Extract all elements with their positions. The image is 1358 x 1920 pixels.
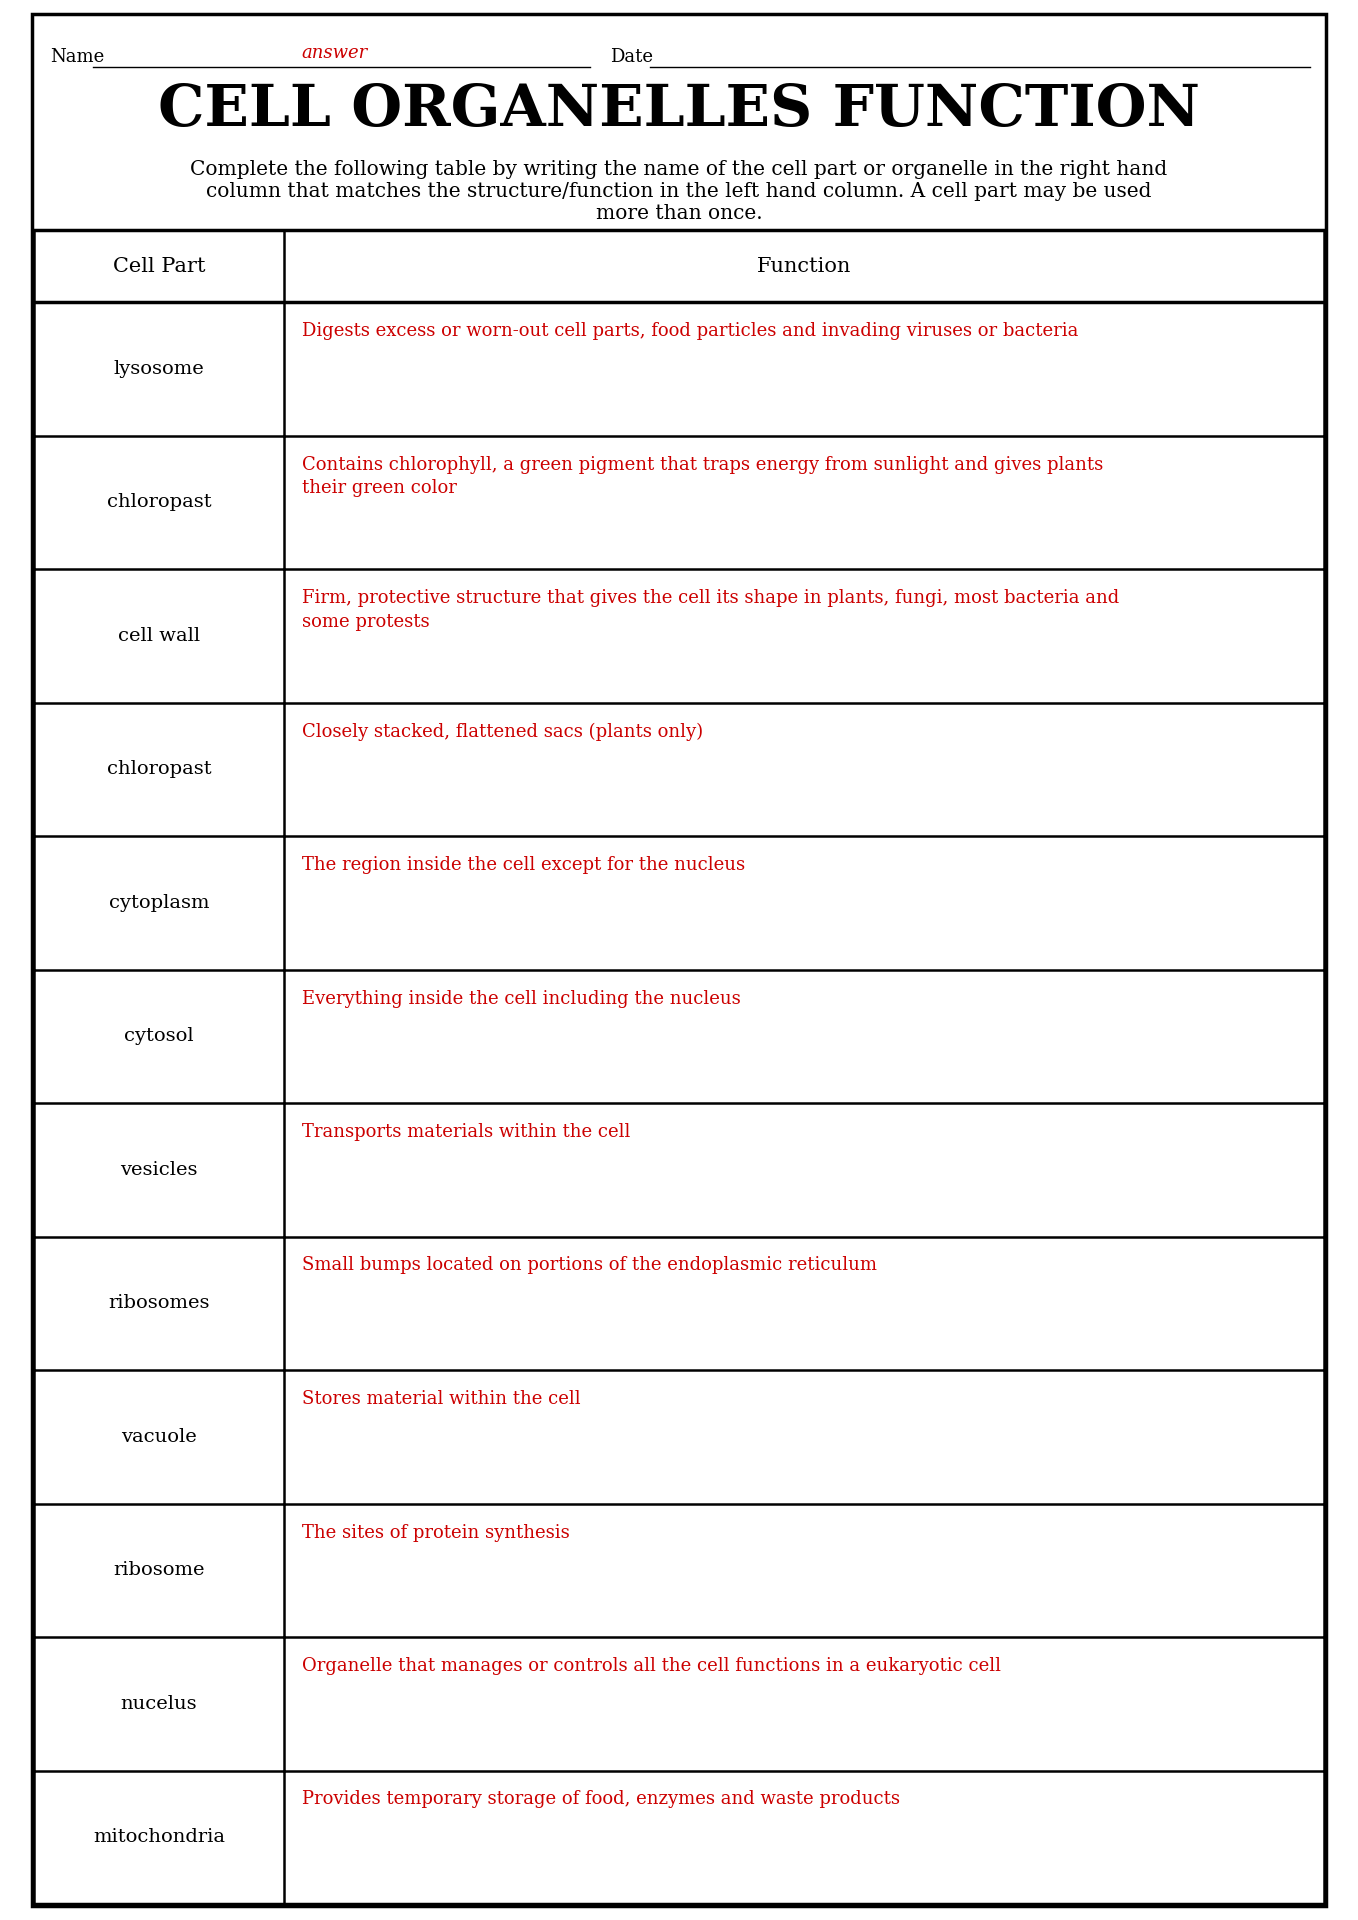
Text: Provides temporary storage of food, enzymes and waste products: Provides temporary storage of food, enzy… bbox=[301, 1791, 900, 1809]
Text: Complete the following table by writing the name of the cell part or organelle i: Complete the following table by writing … bbox=[190, 159, 1168, 179]
Text: nucelus: nucelus bbox=[121, 1695, 197, 1713]
Text: answer: answer bbox=[301, 44, 368, 61]
Text: vesicles: vesicles bbox=[121, 1162, 198, 1179]
Text: chloropast: chloropast bbox=[107, 760, 212, 778]
Text: Closely stacked, flattened sacs (plants only): Closely stacked, flattened sacs (plants … bbox=[301, 722, 703, 741]
Text: Organelle that manages or controls all the cell functions in a eukaryotic cell: Organelle that manages or controls all t… bbox=[301, 1657, 1001, 1674]
Text: mitochondria: mitochondria bbox=[92, 1828, 225, 1847]
Text: Name: Name bbox=[50, 48, 105, 65]
Text: column that matches the structure/function in the left hand column. A cell part : column that matches the structure/functi… bbox=[206, 182, 1152, 202]
Text: vacuole: vacuole bbox=[121, 1428, 197, 1446]
Text: ribosome: ribosome bbox=[113, 1561, 205, 1580]
Text: The region inside the cell except for the nucleus: The region inside the cell except for th… bbox=[301, 856, 746, 874]
Text: Stores material within the cell: Stores material within the cell bbox=[301, 1390, 581, 1407]
Text: Date: Date bbox=[610, 48, 653, 65]
Text: Small bumps located on portions of the endoplasmic reticulum: Small bumps located on portions of the e… bbox=[301, 1256, 877, 1275]
Text: Transports materials within the cell: Transports materials within the cell bbox=[301, 1123, 630, 1140]
Text: cytoplasm: cytoplasm bbox=[109, 893, 209, 912]
Text: Everything inside the cell including the nucleus: Everything inside the cell including the… bbox=[301, 989, 740, 1008]
Text: Cell Part: Cell Part bbox=[113, 257, 205, 275]
Text: Digests excess or worn-out cell parts, food particles and invading viruses or ba: Digests excess or worn-out cell parts, f… bbox=[301, 323, 1078, 340]
Text: lysosome: lysosome bbox=[114, 359, 204, 378]
Text: cytosol: cytosol bbox=[124, 1027, 194, 1044]
Text: cell wall: cell wall bbox=[118, 626, 200, 645]
Text: CELL ORGANELLES FUNCTION: CELL ORGANELLES FUNCTION bbox=[158, 83, 1200, 138]
Text: The sites of protein synthesis: The sites of protein synthesis bbox=[301, 1523, 570, 1542]
Text: chloropast: chloropast bbox=[107, 493, 212, 511]
Text: Firm, protective structure that gives the cell its shape in plants, fungi, most : Firm, protective structure that gives th… bbox=[301, 589, 1119, 630]
Text: ribosomes: ribosomes bbox=[109, 1294, 209, 1311]
Text: Function: Function bbox=[756, 257, 851, 275]
Text: Contains chlorophyll, a green pigment that traps energy from sunlight and gives : Contains chlorophyll, a green pigment th… bbox=[301, 455, 1103, 497]
Text: more than once.: more than once. bbox=[596, 204, 762, 223]
